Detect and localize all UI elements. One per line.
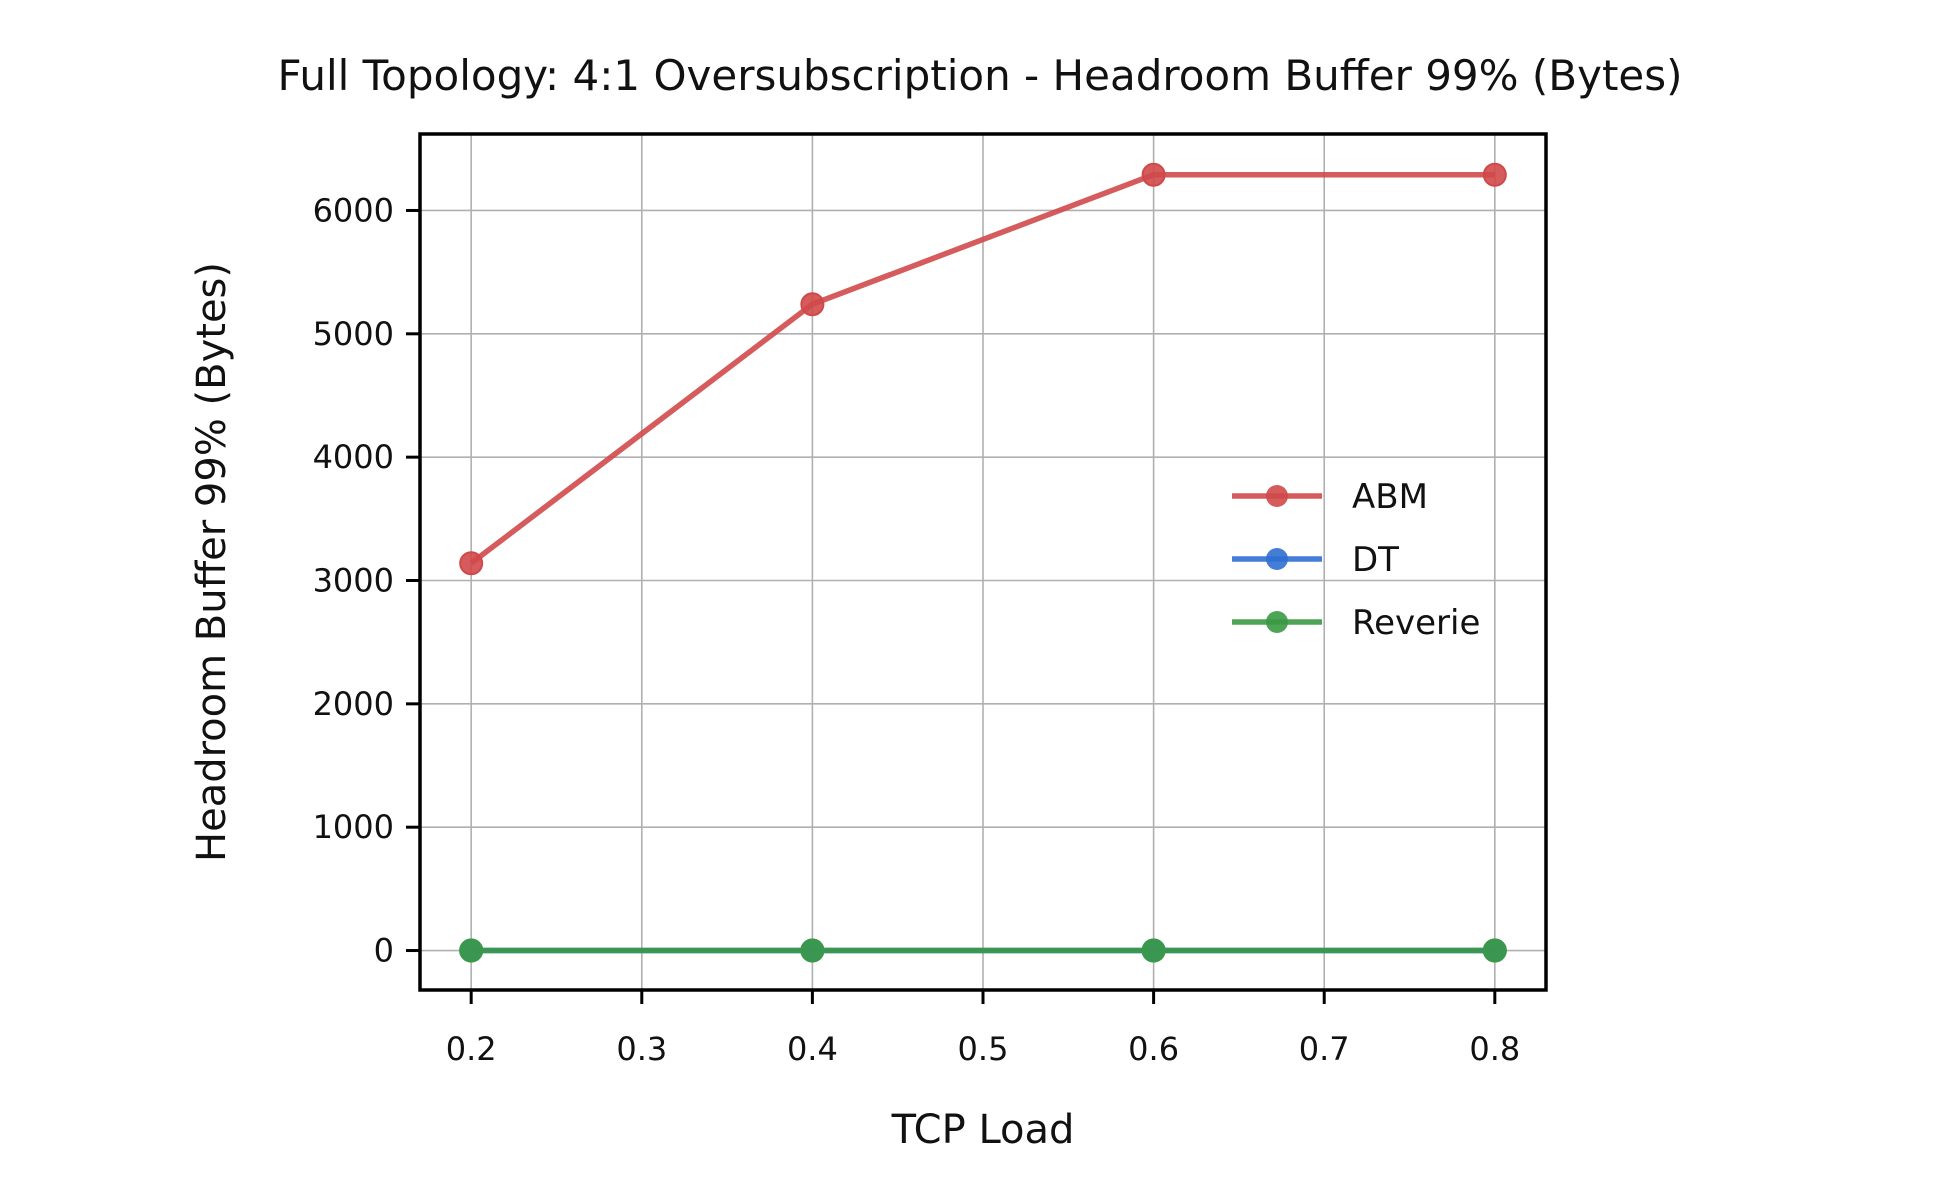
y-axis: 0 1000 2000 3000 4000 5000 6000 <box>313 191 420 970</box>
legend-label: Reverie <box>1352 603 1480 643</box>
legend-swatch-marker <box>1266 485 1288 507</box>
y-tick-label: 5000 <box>313 315 394 353</box>
x-tick-label: 0.8 <box>1469 1030 1520 1068</box>
x-axis-label: TCP Load <box>891 1107 1075 1153</box>
series-points <box>459 162 1507 963</box>
series-line-abm <box>469 171 1495 566</box>
data-point-abm <box>1141 162 1166 187</box>
legend-swatch-marker <box>1266 611 1288 633</box>
data-point-reverie <box>1482 938 1507 963</box>
y-tick-label: 3000 <box>313 562 394 600</box>
y-tick-label: 1000 <box>313 808 394 846</box>
y-tick-label: 4000 <box>313 438 394 476</box>
x-tick-label: 0.7 <box>1299 1030 1350 1068</box>
y-tick-label: 0 <box>374 932 394 970</box>
data-point-reverie <box>1141 938 1166 963</box>
x-tick-label: 0.2 <box>446 1030 497 1068</box>
series-lines <box>469 171 1495 954</box>
y-tick-label: 6000 <box>313 191 394 229</box>
chart-title: Full Topology: 4:1 Oversubscription - He… <box>277 51 1682 100</box>
legend-swatch-marker <box>1266 548 1288 570</box>
legend-item-dt: DT <box>1232 540 1399 580</box>
legend-label: ABM <box>1352 477 1428 517</box>
data-point-abm <box>459 551 484 576</box>
legend-item-abm: ABM <box>1232 477 1428 517</box>
x-tick-label: 0.3 <box>616 1030 667 1068</box>
x-axis: 0.2 0.3 0.4 0.5 0.6 0.7 0.8 <box>446 990 1520 1068</box>
x-tick-label: 0.4 <box>787 1030 838 1068</box>
data-point-abm <box>800 292 825 317</box>
legend-item-reverie: Reverie <box>1232 603 1480 643</box>
data-point-reverie <box>459 938 484 963</box>
y-tick-label: 2000 <box>313 685 394 723</box>
legend-label: DT <box>1352 540 1399 580</box>
legend: ABM DT Reverie <box>1232 477 1480 643</box>
data-point-reverie <box>800 938 825 963</box>
x-tick-label: 0.6 <box>1128 1030 1179 1068</box>
data-point-abm <box>1482 162 1507 187</box>
x-tick-label: 0.5 <box>958 1030 1009 1068</box>
y-axis-label: Headroom Buffer 99% (Bytes) <box>189 262 235 862</box>
